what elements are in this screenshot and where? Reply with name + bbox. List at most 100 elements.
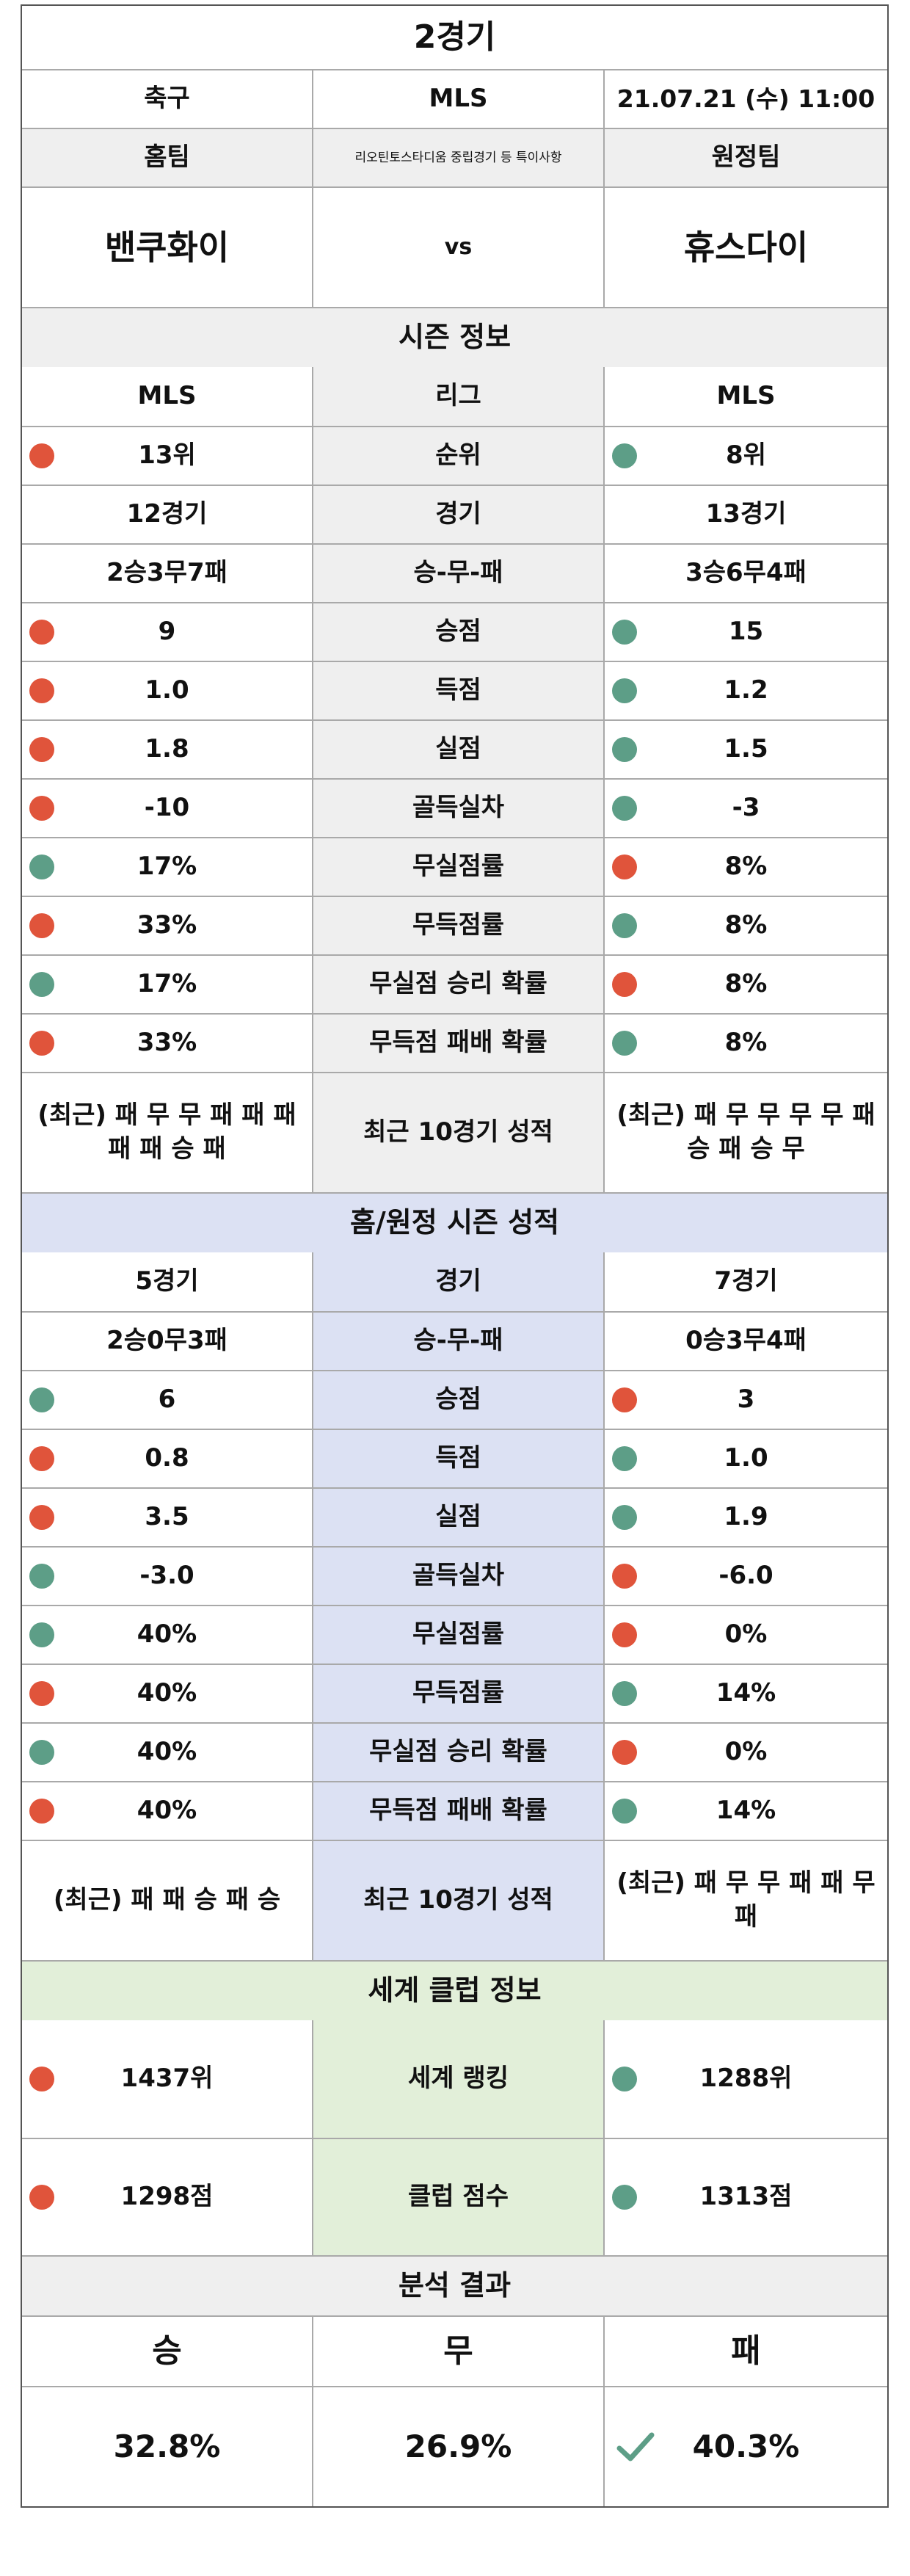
teal-dot-icon <box>612 737 637 762</box>
homeaway-recent-row: (최근) 패 패 승 패 승 최근 10경기 성적 (최근) 패 무 무 패 패… <box>22 1840 887 1960</box>
homeaway-stats: 5경기 경기 7경기 2승0무3패 승-무-패 0승3무4패 6 승점 3 0.8 득점 1.0 3.5… <box>22 1252 887 1840</box>
stat-row: 33% 무득점률 8% <box>22 896 887 954</box>
stat-label: 무득점률 <box>313 1665 605 1722</box>
away-stat-value: 0% <box>724 1619 768 1650</box>
home-stat-value: 40% <box>136 1619 197 1650</box>
home-stat-cell: 33% <box>22 897 313 954</box>
away-stat-cell: 0승3무4패 <box>605 1313 887 1370</box>
home-label: 홈팀 <box>22 129 313 186</box>
teal-dot-icon <box>612 796 637 821</box>
analysis-section-header: 분석 결과 <box>22 2255 887 2315</box>
away-stat-cell: 1.0 <box>605 1430 887 1487</box>
away-stat-cell: 15 <box>605 603 887 661</box>
teams-row: 밴쿠화이 vs 휴스다이 <box>22 186 887 307</box>
check-icon <box>616 2432 655 2461</box>
stat-label: 골득실차 <box>313 1548 605 1605</box>
home-stat-cell: 17% <box>22 838 313 896</box>
home-stat-cell: 6 <box>22 1371 313 1429</box>
red-dot-icon <box>29 913 54 938</box>
away-stat-cell: 1.5 <box>605 721 887 778</box>
away-stat-cell: 8% <box>605 838 887 896</box>
home-stat-value: 40% <box>136 1796 197 1826</box>
stat-label: 승점 <box>313 603 605 661</box>
stat-label: 무실점 승리 확률 <box>313 1724 605 1781</box>
home-stat-value: 33% <box>136 910 197 940</box>
home-stat-value: 17% <box>136 969 197 999</box>
teal-dot-icon <box>612 1446 637 1471</box>
away-stat-cell: 8% <box>605 956 887 1013</box>
red-dot-icon <box>29 796 54 821</box>
away-recent-form: (최근) 패 무 무 무 무 패 승 패 승 무 <box>616 1100 876 1164</box>
away-stat-cell: 1.9 <box>605 1489 887 1546</box>
loss-probability: 40.3% <box>605 2387 887 2506</box>
home-stat-value: -10 <box>144 793 190 823</box>
season-section-header: 시즌 정보 <box>22 307 887 367</box>
home-stat-value: 9 <box>158 617 176 647</box>
home-stat-cell: 1437위 <box>22 2020 313 2138</box>
draw-probability-value: 26.9% <box>404 2428 512 2464</box>
datetime-cell: 21.07.21 (수) 11:00 <box>616 84 876 113</box>
away-stat-cell: 1.2 <box>605 662 887 719</box>
red-dot-icon <box>29 1681 54 1706</box>
red-dot-icon <box>29 1505 54 1530</box>
stat-row: 0.8 득점 1.0 <box>22 1429 887 1487</box>
red-dot-icon <box>612 972 637 997</box>
teal-dot-icon <box>612 1031 637 1056</box>
stat-row: 1437위 세계 랭킹 1288위 <box>22 2020 887 2138</box>
stat-label: 무득점률 <box>313 897 605 954</box>
home-stat-cell: 17% <box>22 956 313 1013</box>
away-stat-cell: 14% <box>605 1782 887 1840</box>
stat-label: 무실점률 <box>313 838 605 896</box>
sport-cell: 축구 <box>22 70 313 128</box>
home-stat-value: 1437위 <box>120 2064 214 2094</box>
away-stat-cell: 0% <box>605 1724 887 1781</box>
home-stat-cell: 5경기 <box>22 1252 313 1311</box>
stat-row: 2승0무3패 승-무-패 0승3무4패 <box>22 1311 887 1370</box>
loss-probability-value: 40.3% <box>692 2428 800 2464</box>
home-stat-cell: 40% <box>22 1782 313 1840</box>
home-recent-form: (최근) 패 패 승 패 승 <box>22 1841 313 1960</box>
home-stat-value: 40% <box>136 1678 197 1708</box>
away-stat-cell: -3 <box>605 780 887 837</box>
home-stat-cell: -3.0 <box>22 1548 313 1605</box>
away-stat-cell: 8위 <box>605 427 887 485</box>
away-stat-value: 8위 <box>726 440 766 471</box>
title-row: 2경기 <box>22 6 887 69</box>
stat-row: 9 승점 15 <box>22 602 887 661</box>
home-stat-value: 2승0무3패 <box>106 1326 228 1356</box>
stat-row: 40% 무실점률 0% <box>22 1605 887 1663</box>
teal-dot-icon <box>612 913 637 938</box>
red-dot-icon <box>612 1740 637 1765</box>
match-analysis-sheet: 2경기 축구 MLS 21.07.21 (수) 11:00 홈팀 리오틴토스타디… <box>21 4 889 2508</box>
away-stat-value: -3 <box>732 793 760 823</box>
red-dot-icon <box>612 1622 637 1647</box>
red-dot-icon <box>29 1446 54 1471</box>
red-dot-icon <box>29 678 54 703</box>
red-dot-icon <box>612 1387 637 1412</box>
teal-dot-icon <box>29 972 54 997</box>
home-stat-value: 17% <box>136 852 197 882</box>
teal-dot-icon <box>29 1564 54 1589</box>
stat-label: 무득점 패배 확률 <box>313 1015 605 1072</box>
stat-row: 3.5 실점 1.9 <box>22 1487 887 1546</box>
teal-dot-icon <box>29 1387 54 1412</box>
away-stat-value: 1.2 <box>724 675 768 705</box>
stat-row: 6 승점 3 <box>22 1370 887 1429</box>
home-stat-value: 0.8 <box>145 1443 189 1473</box>
home-stat-cell: 40% <box>22 1724 313 1781</box>
home-stat-cell: 12경기 <box>22 486 313 543</box>
home-stat-value: 3.5 <box>145 1502 189 1532</box>
home-stat-cell: 13위 <box>22 427 313 485</box>
stat-row: 17% 무실점률 8% <box>22 837 887 896</box>
stat-row: 40% 무득점 패배 확률 14% <box>22 1781 887 1840</box>
away-stat-value: 8% <box>724 910 768 940</box>
team-label-row: 홈팀 리오틴토스타디움 중립경기 등 특이사항 원정팀 <box>22 128 887 186</box>
away-stat-cell: -6.0 <box>605 1548 887 1605</box>
home-stat-value: 40% <box>136 1737 197 1767</box>
away-stat-cell: 8% <box>605 1015 887 1072</box>
red-dot-icon <box>29 2067 54 2091</box>
away-stat-value: 14% <box>716 1796 776 1826</box>
season-section-title: 시즌 정보 <box>398 321 512 354</box>
home-stat-cell: 1.0 <box>22 662 313 719</box>
red-dot-icon <box>612 855 637 879</box>
